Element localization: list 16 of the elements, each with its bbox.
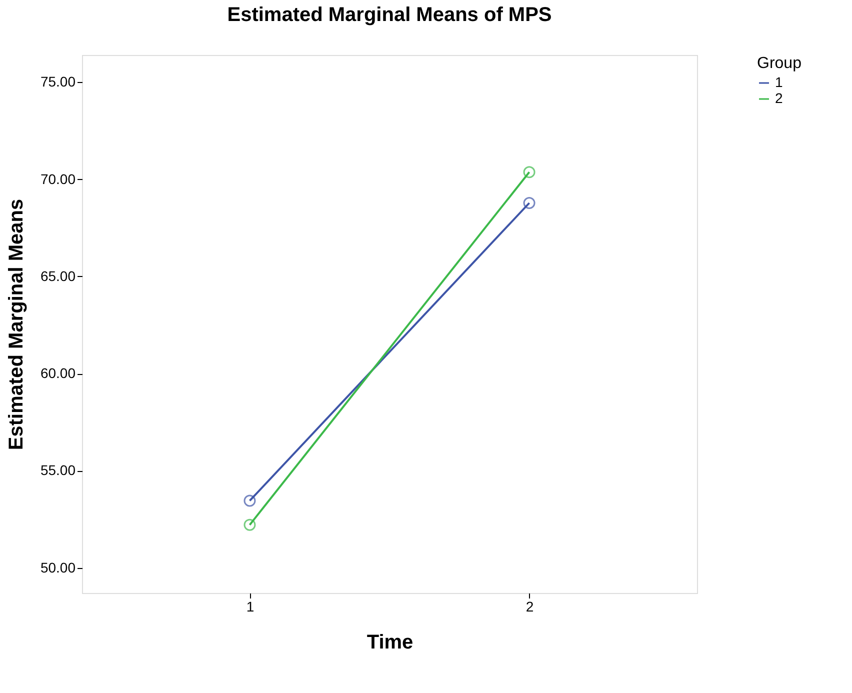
y-tick-label: 55.00 (40, 462, 76, 478)
y-tick-label: 70.00 (40, 170, 76, 187)
y-tick-label: 50.00 (40, 559, 76, 576)
legend-label: 1 (775, 74, 783, 90)
y-tick-label: 75.00 (40, 74, 76, 90)
chart-title: Estimated Marginal Means of MPS (227, 4, 552, 26)
point (244, 494, 256, 507)
y-tick-label: 65.00 (40, 268, 76, 284)
point (523, 197, 536, 209)
legend-label: 2 (775, 90, 783, 106)
y-tick-label: 60.00 (40, 365, 76, 382)
point (244, 518, 256, 531)
y-axis-title: Estimated Marginal Means (5, 198, 28, 450)
point (523, 166, 536, 178)
x-axis-title: Time (366, 632, 414, 654)
legend-title: Group (757, 55, 802, 72)
